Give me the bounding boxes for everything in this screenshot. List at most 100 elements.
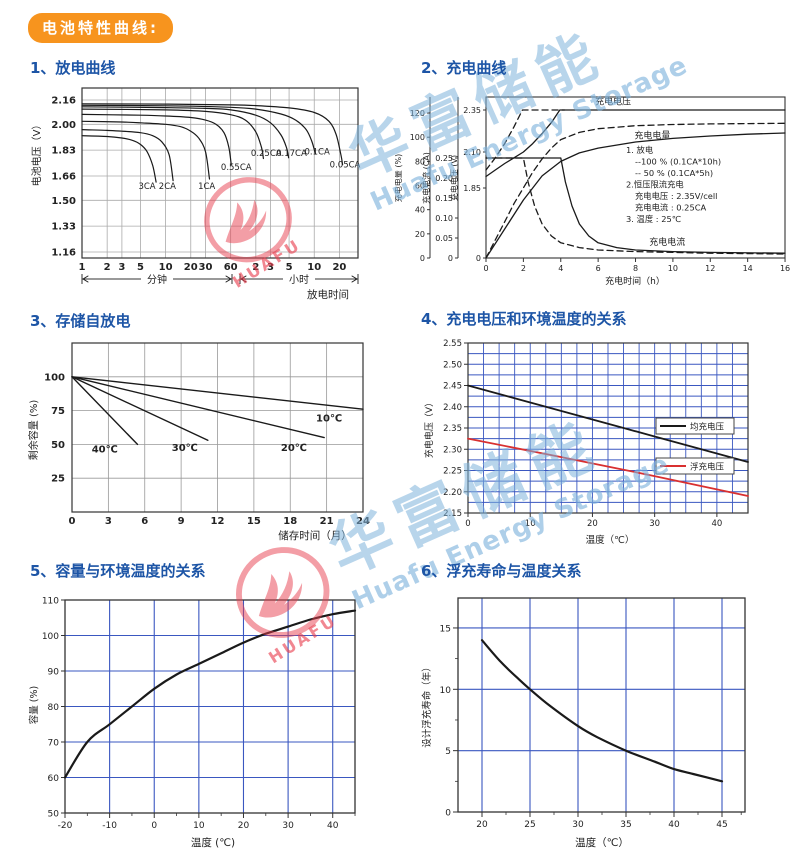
svg-text:2.16: 2.16: [51, 96, 76, 107]
svg-text:20: 20: [184, 262, 198, 273]
svg-text:0.20: 0.20: [435, 174, 453, 183]
float-life-temp-chart-svg: 15 10 5 0 20 25 30 35 40 45 设计浮充寿命（年） 温度（℃）: [421, 597, 746, 849]
svg-text:充电电量 (%): 充电电量 (%): [395, 154, 403, 202]
svg-text:9: 9: [178, 516, 185, 527]
svg-text:2.10: 2.10: [463, 148, 481, 157]
svg-text:16: 16: [780, 264, 790, 273]
svg-text:80: 80: [415, 157, 425, 166]
svg-text:6: 6: [141, 516, 148, 527]
svg-text:1.83: 1.83: [51, 146, 76, 157]
svg-text:100: 100: [44, 372, 65, 383]
svg-text:电池电压（V）: 电池电压（V）: [30, 120, 43, 187]
svg-text:剩余容量 (%): 剩余容量 (%): [28, 400, 40, 461]
svg-text:温度（℃）: 温度（℃）: [586, 534, 635, 546]
svg-text:-10: -10: [102, 821, 117, 831]
svg-text:充电电流: 充电电流: [649, 236, 685, 248]
svg-text:20: 20: [332, 262, 346, 273]
svg-text:110: 110: [42, 597, 59, 607]
series-充电电流(50%放电): [485, 157, 786, 255]
svg-text:-20: -20: [58, 821, 73, 831]
svg-text:0: 0: [448, 254, 453, 263]
svg-text:0.25: 0.25: [435, 154, 453, 163]
svg-text:30: 30: [282, 821, 294, 831]
svg-text:设计浮充寿命（年）: 设计浮充寿命（年）: [421, 662, 433, 748]
svg-text:3: 3: [105, 516, 112, 527]
svg-text:25: 25: [51, 474, 65, 485]
svg-text:0: 0: [151, 821, 157, 831]
svg-text:--100 % (0.1CA*10h): --100 % (0.1CA*10h): [635, 157, 721, 167]
plot: 110 100 90 80 70 60 50-20 -10 0 10 20 30 40 容量 (%) 温度 …: [28, 597, 357, 849]
svg-text:0.17CA: 0.17CA: [276, 149, 307, 159]
svg-text:均充电压: 均充电压: [690, 422, 725, 433]
svg-text:60: 60: [48, 774, 60, 784]
capacity-temp-chart-svg: 110 100 90 80 70 60 50-20 -10 0 10 20 30 40 容量 (%) 温度 …: [28, 597, 357, 849]
svg-text:0: 0: [420, 254, 425, 263]
svg-text:3: 3: [267, 262, 274, 273]
svg-text:12: 12: [705, 264, 715, 273]
svg-text:3: 3: [118, 262, 125, 273]
svg-text:10: 10: [440, 686, 452, 696]
svg-text:10: 10: [668, 264, 678, 273]
series-10℃: [71, 376, 364, 410]
capacity-temp-chart: 110 100 90 80 70 60 50 -20 -10 0 10 20 30 40 容量 (%) 温度 …: [28, 585, 395, 861]
plot: 2.55 2.50 2.45 2.40 2.35 2.30 2.25 2.20 2.150 10 2…: [423, 339, 749, 546]
series-20℃: [71, 376, 325, 439]
series-0.17CA: [81, 106, 290, 159]
svg-text:1. 放电: 1. 放电: [626, 145, 653, 155]
svg-text:40: 40: [327, 821, 339, 831]
svg-text:温度（℃）: 温度（℃）: [575, 836, 629, 849]
svg-text:40: 40: [668, 820, 680, 830]
svg-text:2.00: 2.00: [51, 120, 76, 131]
series-1CA: [81, 120, 211, 180]
svg-text:100: 100: [410, 133, 425, 142]
series-充电电量(50%放电): [485, 122, 786, 259]
legend-浮充电压: 浮充电压: [655, 457, 735, 475]
legend-均充电压: 均充电压: [655, 417, 735, 435]
svg-text:20: 20: [238, 821, 250, 831]
svg-text:0.05: 0.05: [435, 234, 453, 243]
svg-text:容量 (%): 容量 (%): [28, 686, 40, 724]
svg-text:0: 0: [483, 264, 488, 273]
svg-text:8: 8: [633, 264, 638, 273]
svg-text:4: 4: [558, 264, 563, 273]
svg-text:0.15: 0.15: [435, 194, 453, 203]
series-2CA: [81, 129, 174, 182]
svg-text:80: 80: [48, 703, 60, 713]
plot: 2.162.001.831.661.501.331.161 2 3 5 10 20 30 60…: [30, 87, 361, 301]
svg-text:20: 20: [476, 820, 488, 830]
discharge-curve-chart: 2.16 2.00 1.83 1.66 1.50 1.33 1.16 1 2 3 5 10 20 30 60…: [28, 78, 390, 307]
self-discharge-chart: 100 75 50 25 0 3 6 9 12 15 18 21 24 剩余容量 (%) 40℃ 30℃ 20℃…: [27, 330, 390, 549]
svg-text:2.15: 2.15: [443, 509, 462, 519]
svg-text:12: 12: [211, 516, 225, 527]
svg-text:充电电压: 充电电压: [595, 96, 631, 108]
svg-text:20: 20: [415, 230, 425, 239]
svg-text:70: 70: [48, 739, 60, 749]
svg-text:40: 40: [415, 206, 425, 215]
svg-text:2.20: 2.20: [443, 488, 462, 498]
svg-text:2.40: 2.40: [443, 403, 462, 413]
svg-text:50: 50: [48, 810, 60, 820]
svg-text:2CA: 2CA: [159, 182, 176, 192]
svg-text:6: 6: [596, 264, 601, 273]
series-均充电压: [467, 384, 749, 463]
svg-text:24: 24: [356, 516, 370, 527]
svg-text:50: 50: [51, 440, 65, 451]
svg-text:-- 50 % (0.1CA*5h): -- 50 % (0.1CA*5h): [635, 168, 713, 178]
svg-text:0.1CA: 0.1CA: [305, 148, 330, 158]
series-0.05CA: [81, 103, 344, 166]
charge-voltage-temp-chart-svg: 2.55 2.50 2.45 2.40 2.35 2.30 2.25 2.20 2.150 10 2…: [423, 339, 749, 546]
svg-text:20: 20: [587, 519, 598, 529]
svg-text:1.16: 1.16: [51, 248, 76, 259]
svg-text:120: 120: [410, 109, 425, 118]
series-充电电压(100%放电): [485, 109, 786, 178]
svg-text:充电电压（V）: 充电电压（V）: [423, 398, 435, 458]
series-0.55CA: [81, 113, 232, 166]
svg-text:5: 5: [445, 747, 451, 757]
svg-text:30℃: 30℃: [172, 443, 198, 454]
svg-text:浮充电压: 浮充电压: [690, 462, 725, 473]
svg-text:2: 2: [252, 262, 259, 273]
svg-text:75: 75: [51, 406, 65, 417]
svg-text:放电时间: 放电时间: [307, 288, 349, 301]
svg-text:10: 10: [525, 519, 536, 529]
